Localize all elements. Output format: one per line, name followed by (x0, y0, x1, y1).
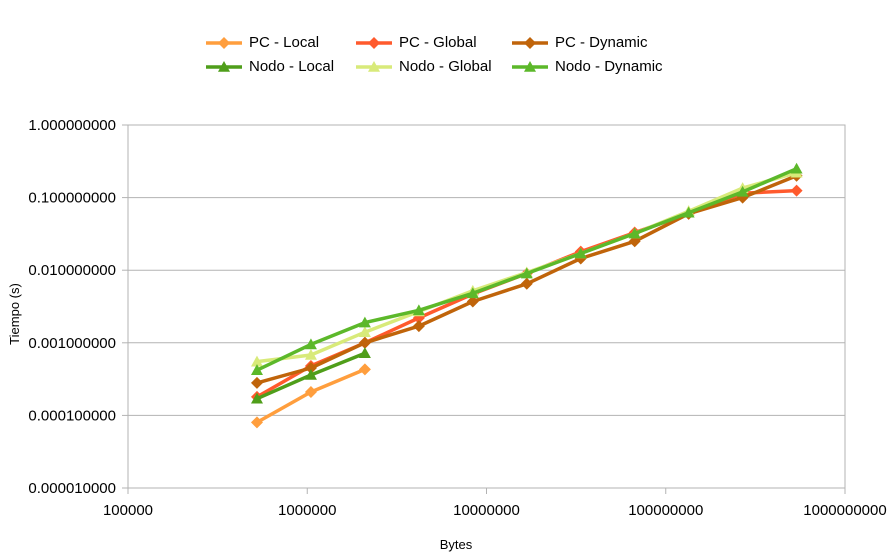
y-axis-ticks: 1.000000000 0.100000000 0.010000000 0.00100… (28, 117, 128, 497)
legend-swatch (206, 36, 242, 49)
y-tick-label: 0.010000000 (28, 262, 116, 279)
data-point (304, 361, 317, 374)
data-point (250, 376, 263, 389)
data-point (358, 336, 371, 349)
data-point (304, 338, 317, 350)
y-tick-label: 1.000000000 (28, 117, 116, 134)
data-point (250, 392, 263, 404)
data-point (790, 184, 803, 197)
plot-area-border (127, 124, 846, 489)
data-point (358, 326, 371, 337)
data-point (304, 369, 317, 380)
data-point (466, 295, 479, 308)
legend-item: PC - Global (355, 34, 477, 51)
data-point (250, 416, 263, 429)
x-tick-label: 10000000 (453, 502, 520, 519)
legend-label: Nodo - Global (399, 58, 492, 75)
legend-swatch (512, 60, 548, 72)
legend-label: PC - Global (399, 34, 477, 51)
legend-swatch (512, 36, 548, 49)
legend-item: Nodo - Global (355, 58, 492, 75)
series-pc-global (250, 184, 803, 403)
x-axis-title: Bytes (440, 537, 473, 552)
legend-item: Nodo - Dynamic (511, 58, 663, 75)
y-tick-label: 0.000100000 (28, 407, 116, 424)
data-point (790, 162, 803, 174)
series-group (250, 162, 803, 429)
legend-item: Nodo - Local (205, 58, 334, 75)
y-axis-title: Tiempo (s) (7, 283, 22, 345)
legend-item: PC - Dynamic (511, 34, 648, 51)
legend-swatch (356, 60, 392, 72)
legend-item: PC - Local (205, 34, 319, 51)
data-point (682, 206, 695, 218)
data-point (520, 277, 533, 290)
y-tick-label: 0.001000000 (28, 335, 116, 352)
data-point (358, 347, 371, 358)
x-tick-label: 1000000000 (803, 502, 886, 519)
legend-label: Nodo - Dynamic (555, 58, 663, 75)
legend-swatch (356, 36, 392, 49)
y-tick-label: 0.000010000 (28, 480, 116, 497)
series-pc-dynamic (250, 169, 803, 389)
data-point (250, 355, 263, 367)
legend-swatch (206, 60, 242, 72)
data-point (412, 320, 425, 333)
data-point (358, 316, 371, 328)
data-point (466, 287, 479, 299)
grid-lines (128, 124, 845, 489)
legend-label: Nodo - Local (249, 58, 335, 75)
y-tick-label: 0.100000000 (28, 190, 116, 207)
data-point (250, 364, 263, 375)
data-point (736, 185, 749, 197)
legend-label: PC - Dynamic (555, 34, 648, 51)
x-tick-label: 100000 (103, 502, 153, 519)
series-nodo-dynamic (250, 162, 803, 375)
data-point (304, 386, 317, 399)
data-point (412, 304, 425, 316)
data-point (358, 363, 371, 376)
series-nodo-local (250, 347, 371, 404)
series-pc-local (250, 363, 371, 429)
x-tick-label: 1000000 (278, 502, 336, 519)
x-tick-label: 100000000 (628, 502, 703, 519)
data-point (520, 267, 533, 279)
data-point (304, 348, 317, 360)
data-point (574, 247, 587, 259)
x-axis-ticks: 100000 1000000 10000000 100000000 1000000000 (103, 488, 887, 519)
legend-label: PC - Local (249, 34, 320, 51)
data-point (628, 227, 641, 239)
